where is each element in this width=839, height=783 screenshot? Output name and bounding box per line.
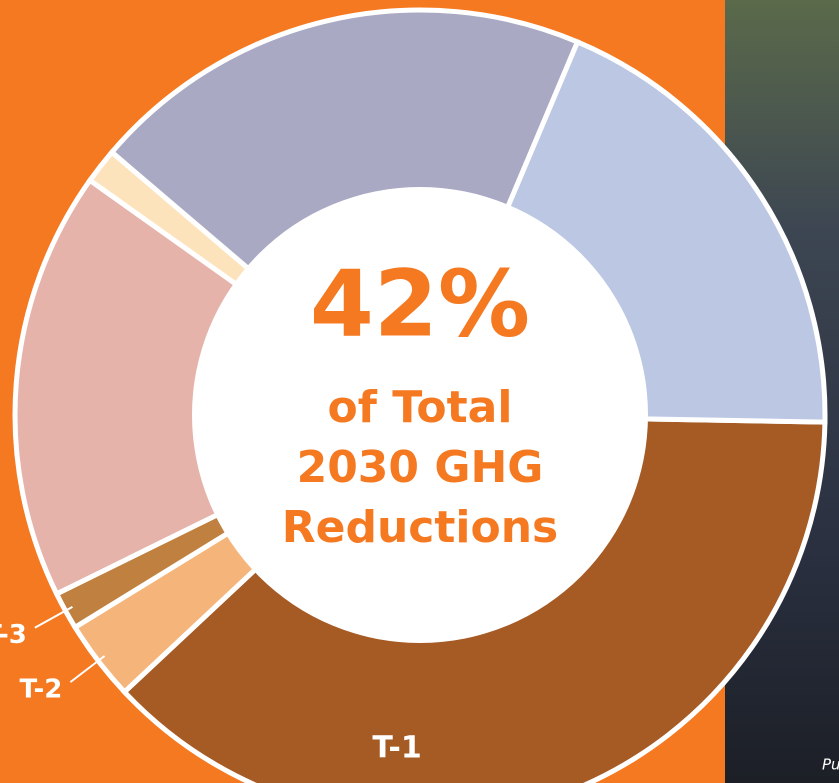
- slice-label: T-1: [372, 731, 421, 766]
- center-value: 42%: [310, 250, 530, 357]
- slice-label: T-2: [20, 675, 63, 705]
- center-text: Reductions: [282, 502, 558, 553]
- center-text: of Total: [328, 382, 513, 433]
- photo-caption: Pub: [822, 756, 839, 774]
- leader-line: [69, 655, 106, 683]
- donut-hole: [192, 187, 648, 643]
- slice-label: T-3: [0, 620, 27, 650]
- center-text: 2030 GHG: [297, 442, 544, 493]
- leader-line: [34, 606, 73, 629]
